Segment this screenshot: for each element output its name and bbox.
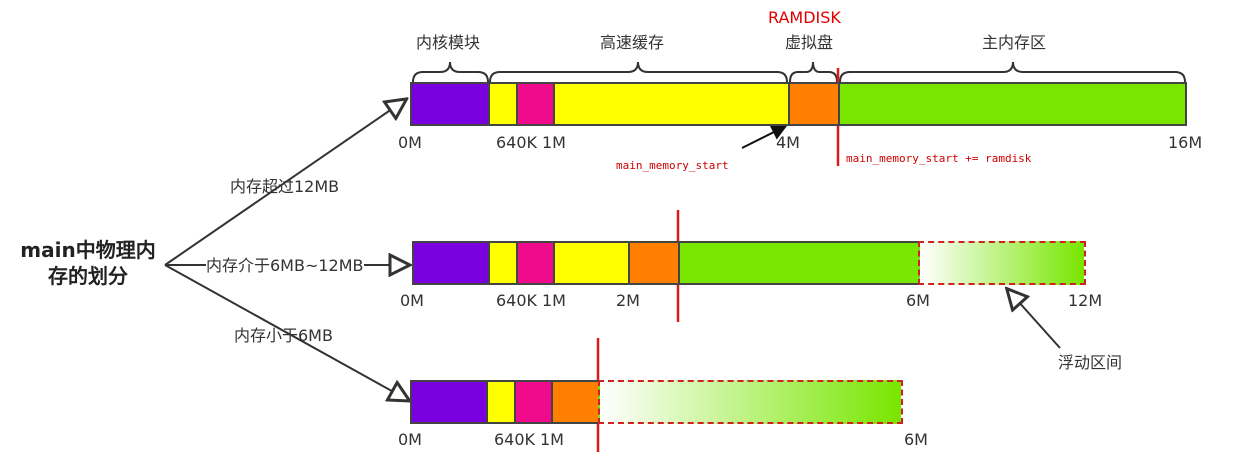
- top-seg-main-memory: [838, 82, 1187, 126]
- top-region-kernel-label: 内核模块: [416, 33, 481, 52]
- mid-tick-6m: 6M: [906, 291, 930, 310]
- bot-seg-reserved: [514, 380, 553, 424]
- bot-tick-0m: 0M: [398, 430, 422, 449]
- top-region-main-memory-label: 主内存区: [982, 33, 1047, 52]
- mid-seg-floating-range: [918, 241, 1086, 285]
- top-seg-ramdisk: [788, 82, 840, 126]
- top-tick-640k: 640K: [496, 133, 538, 152]
- bot-tick-6m: 6M: [904, 430, 928, 449]
- top-seg-reserved: [516, 82, 555, 126]
- float-range-pointer: [1008, 290, 1061, 349]
- mid-tick-1m: 1M: [542, 291, 566, 310]
- mid-tick-2m: 2M: [616, 291, 640, 310]
- mid-seg-reserved: [516, 241, 555, 285]
- top-region-cache-label: 高速缓存: [600, 33, 665, 52]
- branch-line-bottom: [164, 264, 408, 400]
- mid-tick-0m: 0M: [400, 291, 424, 310]
- branch-label-6-12mb: 内存介于6MB~12MB: [206, 256, 364, 275]
- bot-seg-cache: [486, 380, 516, 424]
- annotation-main-memory-start: main_memory_start: [616, 159, 729, 172]
- annotation-main-memory-start-ramdisk: main_memory_start += ramdisk: [846, 152, 1032, 165]
- branch-line-top: [164, 100, 405, 266]
- top-tick-4m: 4M: [776, 133, 800, 152]
- mid-seg-main-memory: [678, 241, 920, 285]
- bot-tick-640k: 640K: [494, 430, 536, 449]
- top-tick-1m: 1M: [542, 133, 566, 152]
- bot-seg-floating-range: [598, 380, 903, 424]
- branch-label-under-6mb: 内存小于6MB: [234, 326, 333, 345]
- top-region-ramdisk-label: 虚拟盘: [785, 33, 834, 52]
- mid-tick-640k: 640K: [496, 291, 538, 310]
- bot-seg-ramdisk: [551, 380, 600, 424]
- mid-seg-cache-a: [488, 241, 518, 285]
- mid-seg-ramdisk: [628, 241, 680, 285]
- brace-kernel: [412, 61, 489, 83]
- brace-ramdisk: [789, 61, 838, 83]
- brace-cache: [489, 61, 788, 83]
- diagram-title-text: main中物理内存的划分: [20, 238, 156, 288]
- top-ramdisk-title: RAMDISK: [768, 8, 841, 27]
- main-memory-start-arrow: [741, 125, 788, 149]
- mid-tick-12m: 12M: [1068, 291, 1103, 310]
- bot-tick-1m: 1M: [540, 430, 564, 449]
- top-tick-0m: 0M: [398, 133, 422, 152]
- mid-seg-cache-b: [553, 241, 630, 285]
- diagram-title: main中物理内存的划分: [14, 237, 162, 289]
- bot-seg-kernel: [410, 380, 488, 424]
- branch-label-over-12mb: 内存超过12MB: [230, 177, 340, 196]
- brace-main-memory: [839, 61, 1186, 83]
- mid-seg-kernel: [412, 241, 490, 285]
- float-range-label: 浮动区间: [1058, 353, 1123, 372]
- top-seg-kernel: [410, 82, 490, 126]
- top-seg-cache-a: [488, 82, 518, 126]
- top-seg-cache-b: [553, 82, 790, 126]
- top-tick-16m: 16M: [1168, 133, 1203, 152]
